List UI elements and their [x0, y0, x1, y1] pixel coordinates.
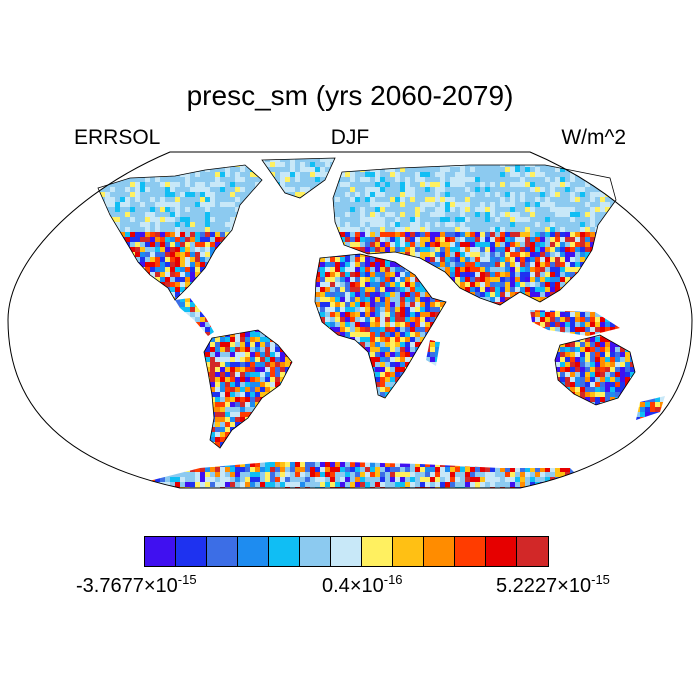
- colorbar-swatch-4: [269, 537, 300, 566]
- colorbar-swatch-3: [238, 537, 269, 566]
- season-label: DJF: [330, 126, 370, 149]
- colorbar-swatch-2: [207, 537, 238, 566]
- colorbar-label-min: -3.7677×10-15: [76, 572, 197, 597]
- colorbar-swatch-0: [145, 537, 176, 566]
- colorbar-swatch-7: [362, 537, 393, 566]
- colorbar-label-max: 5.2227×10-15: [496, 572, 610, 597]
- colorbar-swatch-8: [393, 537, 424, 566]
- colorbar: [144, 536, 549, 567]
- variable-label: ERRSOL: [74, 126, 161, 149]
- colorbar-swatch-10: [455, 537, 486, 566]
- map-boundary: [7, 151, 693, 489]
- colorbar-label-mid: 0.4×10-16: [322, 572, 403, 597]
- plot-title: presc_sm (yrs 2060-2079): [186, 80, 514, 111]
- colorbar-swatch-5: [300, 537, 331, 566]
- coastlines: [97, 157, 636, 449]
- colorbar-swatch-12: [517, 537, 548, 566]
- colorbar-swatch-1: [176, 537, 207, 566]
- colorbar-swatch-6: [331, 537, 362, 566]
- colorbar-swatch-9: [424, 537, 455, 566]
- units-label: W/m^2: [561, 126, 626, 149]
- colorbar-swatch-11: [486, 537, 517, 566]
